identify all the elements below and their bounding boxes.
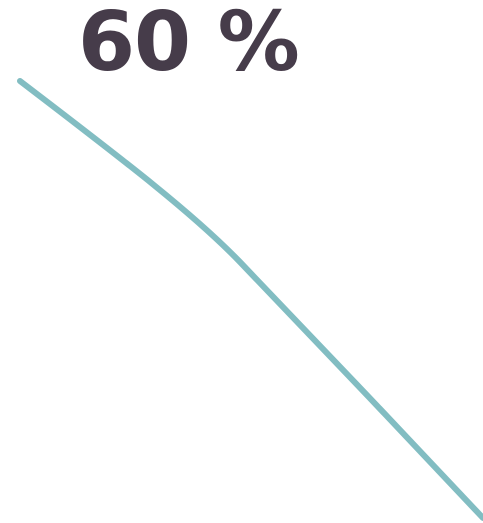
percentage-value: 60 % — [78, 0, 300, 90]
curve-line — [17, 78, 483, 521]
